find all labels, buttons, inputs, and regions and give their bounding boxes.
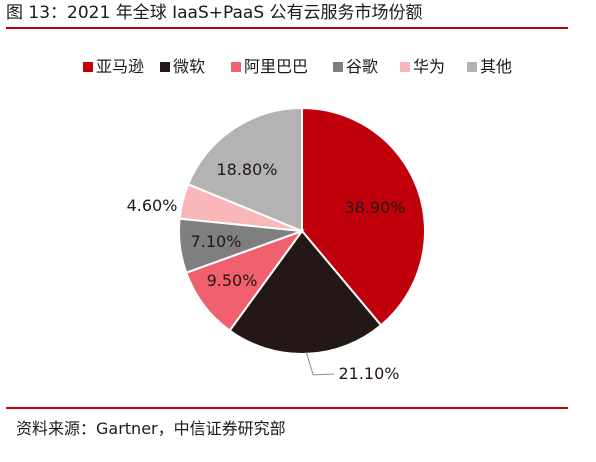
legend-label-alibaba: 阿里巴巴: [244, 57, 309, 76]
data-label-huawei: 4.60%: [127, 196, 178, 215]
legend: 亚马逊 微软 阿里巴巴 谷歌 华为 其他: [0, 55, 596, 79]
legend-label-microsoft: 微软: [173, 57, 206, 76]
data-label-amazon: 38.90%: [344, 198, 405, 217]
legend-swatch-huawei: [400, 62, 410, 72]
source-note: 资料来源：Gartner，中信证券研究部: [16, 419, 286, 438]
figure-title: 图 13：2021 年全球 IaaS+PaaS 公有云服务市场份额: [6, 3, 423, 23]
legend-swatch-alibaba: [231, 62, 241, 72]
legend-swatch-others: [467, 62, 477, 72]
pie-slice-microsoft: [228, 229, 383, 355]
leader-line-microsoft: [305, 351, 335, 376]
title-rule: [6, 27, 568, 29]
legend-swatch-amazon: [83, 62, 93, 72]
data-label-google: 7.10%: [191, 232, 242, 251]
legend-label-google: 谷歌: [346, 57, 379, 76]
data-label-alibaba: 9.50%: [207, 271, 258, 290]
data-label-others: 18.80%: [216, 160, 277, 179]
legend-swatch-microsoft: [160, 62, 170, 72]
source-rule: [6, 407, 568, 409]
legend-swatch-google: [333, 62, 343, 72]
pie-slice-amazon: [301, 106, 426, 327]
legend-label-amazon: 亚马逊: [96, 57, 145, 76]
pie-slice-others: [186, 106, 303, 233]
legend-label-huawei: 华为: [413, 57, 446, 76]
data-label-microsoft: 21.10%: [338, 364, 399, 383]
legend-label-others: 其他: [480, 57, 513, 76]
